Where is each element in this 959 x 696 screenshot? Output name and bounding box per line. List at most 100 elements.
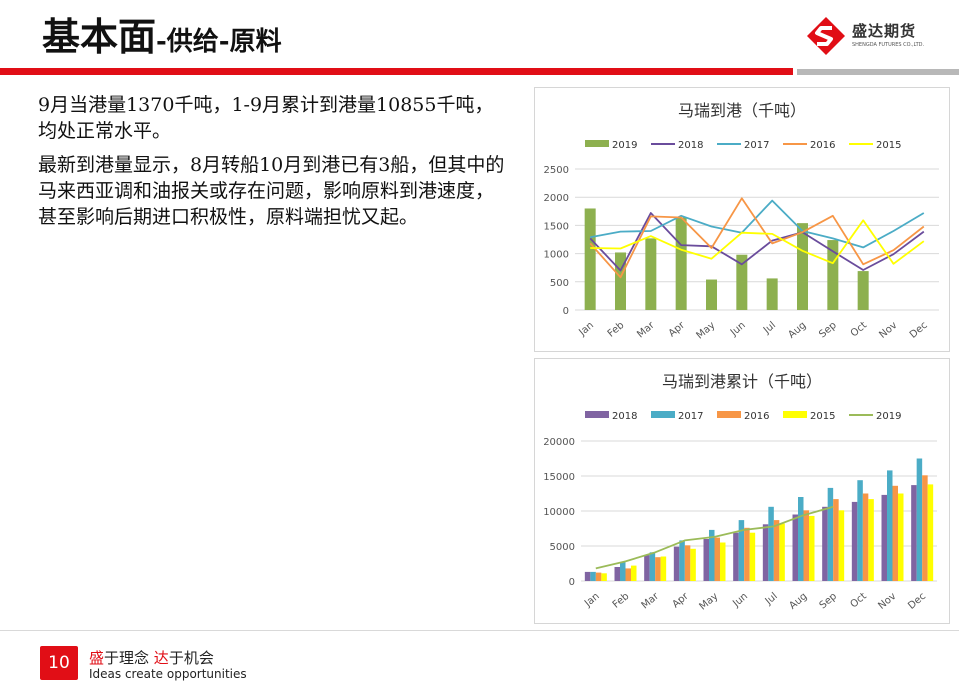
chart-2-legend-swatch-2018	[585, 411, 609, 418]
chart-2-xtick-label: May	[698, 591, 721, 613]
chart-2-ytick-label: 0	[569, 577, 575, 588]
chart-1-ytick-label: 1500	[544, 221, 569, 232]
chart-2-bar-2016-Aug	[803, 510, 809, 581]
chart-1-xtick-label: Dec	[908, 320, 930, 341]
chart-2-bar-2015-Aug	[809, 515, 815, 581]
chart-2-bar-2016-Mar	[655, 557, 661, 581]
chart-2-bar-2017-May	[709, 529, 715, 581]
chart-2-xtick-label: Feb	[611, 591, 632, 611]
chart-2-xtick-label: Jan	[582, 591, 602, 610]
chart-2-bar-2018-Jun	[733, 532, 739, 581]
chart-2-bar-2018-Mar	[644, 555, 650, 581]
body-text: 9月当港量1370千吨，1-9月累计到港量10855千吨，均处正常水平。 最新到…	[38, 92, 508, 238]
chart-1-bar-2019-Jul	[766, 278, 778, 310]
slogan-part-1: 于理念	[104, 649, 154, 667]
chart-2-bar-2015-Mar	[660, 556, 667, 581]
chart-2-legend-swatch-2017	[651, 411, 675, 418]
chart-2-line-2019	[595, 505, 834, 570]
chart-2-bar-2017-Nov	[887, 470, 893, 581]
chart-2-bar-2015-Jun	[749, 532, 756, 581]
chart-2-legend-swatch-2016	[717, 411, 741, 418]
chart-2-bar-2015-Feb	[631, 565, 637, 581]
chart-2-xtick-label: Sep	[818, 591, 840, 612]
paragraph-1: 9月当港量1370千吨，1-9月累计到港量10855千吨，均处正常水平。	[38, 94, 494, 142]
chart-2-bar-2016-Sep	[833, 499, 839, 581]
logo-en: SHENGDA FUTURES CO.,LTD.	[852, 42, 925, 48]
chart-1-line-2015	[590, 219, 925, 265]
chart-2-legend-label-2017: 2017	[678, 411, 703, 422]
chart-1-bar-2019-Feb	[615, 252, 626, 310]
chart-2-bar-2017-Oct	[857, 480, 863, 581]
logo-mark-icon	[807, 17, 845, 55]
slogan-part-2: 于机会	[168, 649, 214, 667]
chart-2-bar-2018-Dec	[911, 485, 917, 581]
chart-1-xtick-label: Nov	[877, 320, 899, 341]
chart-1-line-2017	[590, 199, 925, 249]
chart-1-bar-2019-Sep	[827, 240, 839, 310]
chart-2-bar-2015-Jan	[601, 573, 607, 581]
chart-2-bar-2018-May	[703, 539, 709, 581]
chart-2-bar-2018-Jan	[584, 571, 591, 581]
chart-2-legend-label-2018: 2018	[612, 411, 637, 422]
chart-2-bar-2017-Dec	[916, 458, 923, 581]
chart-2-bar-2016-Feb	[625, 568, 631, 581]
header-red-bar	[0, 68, 793, 75]
chart-2-xtick-label: Jul	[763, 591, 780, 608]
slogan-en: Ideas create opportunities	[89, 667, 247, 681]
chart-2-bar-2015-Dec	[927, 484, 934, 581]
chart-2-bar-2015-May	[720, 542, 726, 581]
chart-2-xtick-label: Oct	[848, 591, 868, 611]
chart-1-xtick-label: Jul	[761, 320, 778, 337]
chart-1-bar-2019-Aug	[797, 223, 808, 310]
chart-1-xtick-label: Sep	[817, 320, 839, 341]
chart-2-ytick-label: 20000	[543, 437, 575, 448]
chart-1-ytick-label: 1000	[544, 250, 569, 261]
chart-1-bar-2019-May	[706, 279, 717, 310]
chart-1-xtick-label: Jan	[576, 320, 596, 339]
chart-2-bar-2017-Mar	[649, 552, 656, 581]
chart-1-ytick-label: 500	[550, 278, 569, 289]
chart-2-bar-2016-Jan	[595, 572, 602, 581]
chart-2-xtick-label: Apr	[670, 590, 691, 610]
chart-1-legend-label-2017: 2017	[744, 140, 769, 151]
chart-2-bar-2015-Sep	[838, 510, 845, 581]
chart-2-ytick-label: 5000	[550, 542, 575, 553]
chart-1-xtick-label: Mar	[635, 319, 657, 340]
chart-1-ytick-label: 2500	[544, 165, 569, 176]
chart-2-bar-2016-Jul	[773, 520, 780, 581]
page-title-sub: -供给-原料	[156, 27, 282, 57]
chart-2-bar-2016-Dec	[922, 475, 928, 581]
chart-2-bar-2018-Feb	[614, 567, 620, 581]
footer-divider	[0, 630, 959, 631]
page-title: 基本面-供给-原料	[42, 6, 282, 61]
chart-2-xtick-label: Nov	[876, 591, 898, 612]
chart-arrivals: 马瑞到港（千吨） 2019 2018 2017 2016 2015 0 500 1000 1500…	[534, 87, 950, 352]
chart-2-xtick-label: Dec	[906, 591, 928, 612]
chart-2-xtick-label: Mar	[640, 590, 662, 611]
chart-2-bar-2016-May	[714, 537, 720, 581]
chart-2-legend-label-2016: 2016	[744, 411, 769, 422]
chart-2-bar-2017-Sep	[827, 487, 834, 581]
chart-1-line-2018	[589, 212, 925, 272]
chart-1-xtick-label: Apr	[667, 319, 688, 339]
chart-1-xtick-label: Oct	[849, 320, 869, 340]
chart-2-ytick-label: 10000	[543, 507, 575, 518]
chart-1-bar-2019-Jan	[584, 208, 596, 310]
chart-2-title: 马瑞到港累计（千吨）	[662, 372, 822, 391]
chart-2-bar-2015-Oct	[868, 499, 874, 581]
chart-1-legend-label-2016: 2016	[810, 140, 835, 151]
chart-2-legend-label-2015: 2015	[810, 411, 835, 422]
chart-2-bar-2017-Jun	[738, 520, 745, 581]
chart-2-bar-2018-Oct	[851, 501, 858, 581]
chart-2-bar-2018-Sep	[822, 506, 828, 581]
chart-2-bar-2018-Apr	[673, 546, 680, 581]
chart-2-bar-2017-Apr	[679, 540, 685, 581]
chart-2-bar-2015-Nov	[898, 493, 904, 581]
chart-1-bar-2019-Jun	[736, 254, 748, 310]
chart-1-xtick-label: May	[695, 320, 718, 342]
slogan: 盛于理念 达于机会	[89, 647, 214, 668]
chart-1-legend-label-2019: 2019	[612, 140, 637, 151]
chart-2-legend-label-2019: 2019	[876, 411, 901, 422]
chart-1-legend-label-2015: 2015	[876, 140, 901, 151]
chart-1-xtick-label: Aug	[786, 320, 808, 341]
